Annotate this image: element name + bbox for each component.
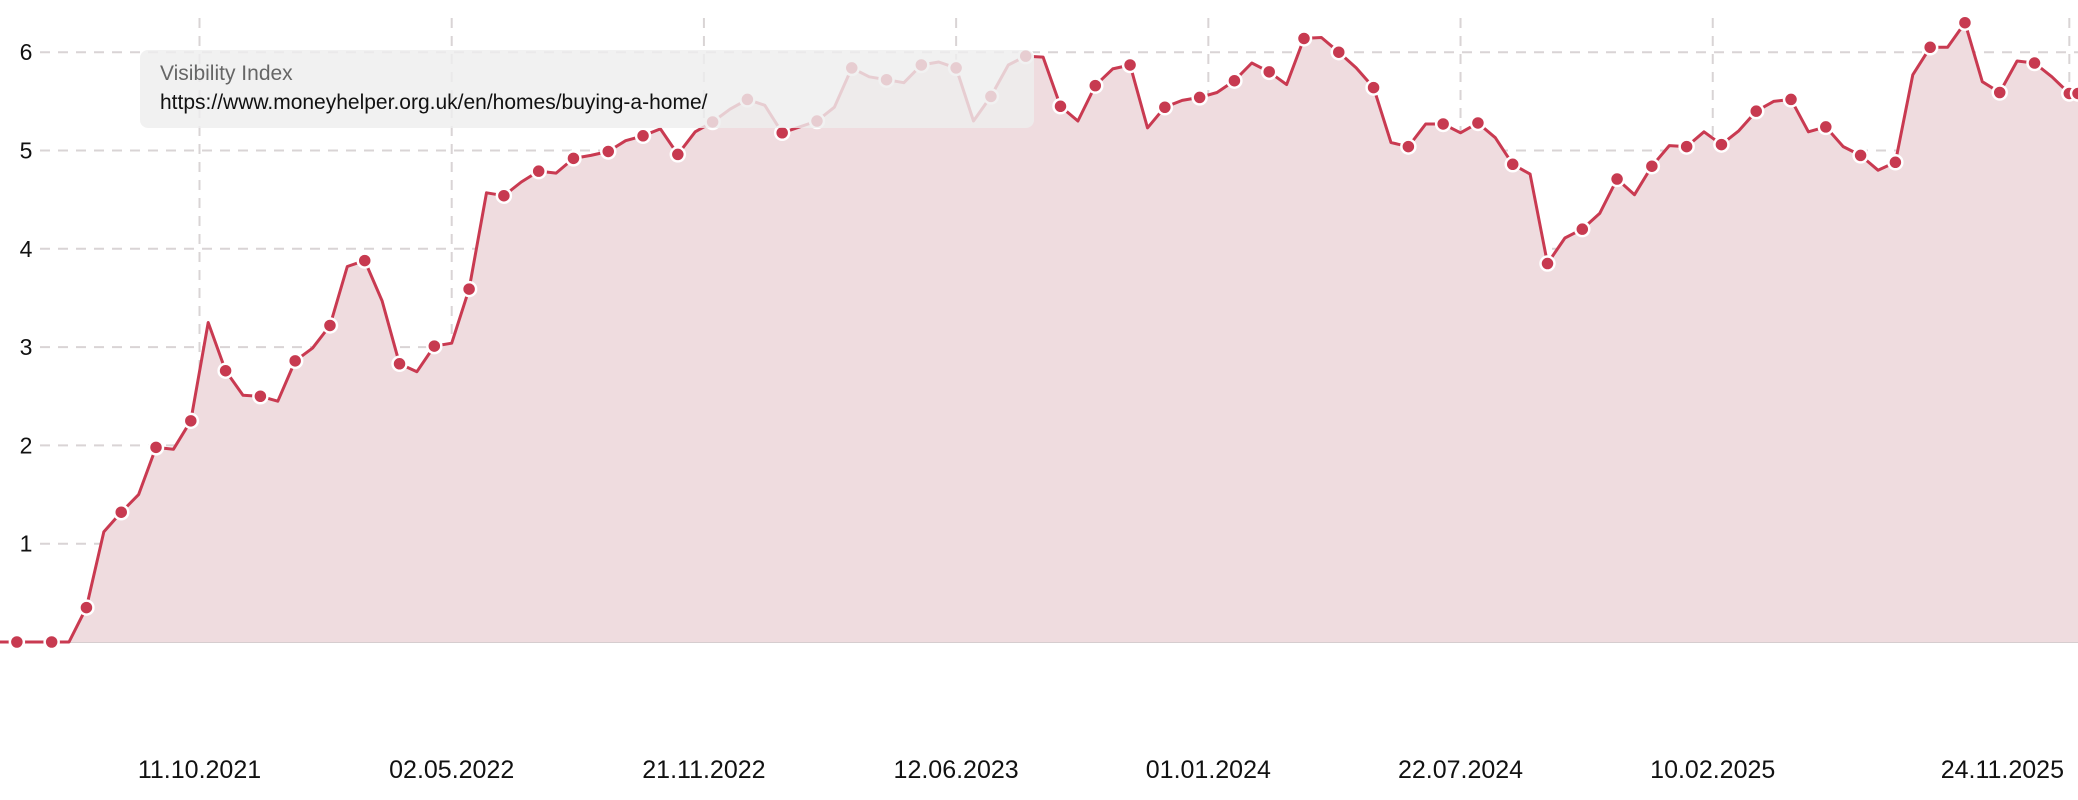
series-markers [8, 14, 2078, 651]
data-point-2021-09-06[interactable] [147, 439, 165, 456]
data-point-2024-11-25[interactable] [1608, 170, 1626, 188]
data-point-2024-09-30[interactable] [1539, 255, 1556, 272]
data-point-2021-11-01[interactable] [217, 362, 234, 379]
y-tick-label: 5 [20, 138, 33, 164]
tooltip-url: https://www.moneyhelper.org.uk/en/homes/… [160, 91, 708, 114]
data-point-2025-01-20[interactable] [1678, 138, 1695, 155]
data-point-2023-12-25[interactable] [1191, 89, 1208, 106]
x-tick-label: 01.01.2024 [1146, 756, 1271, 784]
data-point-2024-01-22[interactable] [1226, 72, 1243, 89]
x-tick-label: 02.05.2022 [389, 756, 514, 784]
y-axis: 1 2 3 4 5 6 [20, 39, 33, 557]
data-point-2025-05-12[interactable] [1817, 118, 1835, 136]
data-point-2021-06-14[interactable] [43, 633, 60, 651]
x-tick-label: 22.07.2024 [1398, 756, 1523, 784]
data-point-2023-10-02[interactable] [1087, 77, 1104, 94]
data-point-2021-05-17[interactable] [8, 633, 26, 651]
data-point-2022-07-11[interactable] [530, 162, 547, 180]
data-point-2024-08-05[interactable] [1469, 114, 1487, 132]
series-line [0, 21, 2078, 644]
data-point-2022-05-16[interactable] [460, 280, 478, 298]
data-point-2022-09-05[interactable] [599, 143, 617, 160]
data-point-2025-09-01[interactable] [1956, 14, 1974, 31]
x-tick-label: 21.11.2022 [642, 756, 765, 784]
data-point-2025-06-09[interactable] [1852, 147, 1869, 164]
data-point-2023-09-04[interactable] [1052, 98, 1069, 115]
data-point-2022-02-21[interactable] [356, 252, 373, 269]
data-point-2025-09-29[interactable] [1991, 84, 2008, 101]
data-point-2025-07-07[interactable] [1887, 154, 1904, 171]
data-point-2025-04-14[interactable] [1782, 91, 1800, 108]
data-point-2025-10-27[interactable] [2026, 54, 2043, 72]
x-tick-label: 11.10.2021 [138, 756, 261, 784]
data-point-2025-12-01[interactable] [2069, 85, 2078, 102]
data-point-2021-08-09[interactable] [112, 503, 130, 521]
data-point-2022-04-18[interactable] [426, 337, 443, 355]
x-tick-label: 24.11.2025 [1941, 756, 2064, 784]
x-tick-label: 12.06.2023 [894, 756, 1019, 784]
data-point-2024-06-10[interactable] [1400, 138, 1417, 155]
data-point-2022-08-08[interactable] [565, 150, 582, 167]
data-point-2024-09-02[interactable] [1504, 156, 1521, 173]
data-point-2021-11-29[interactable] [252, 388, 269, 405]
data-point-2025-02-17[interactable] [1713, 136, 1730, 153]
y-tick-label: 3 [20, 334, 33, 360]
series-area [0, 22, 2078, 642]
data-point-2022-10-03[interactable] [634, 127, 652, 145]
x-tick-label: 10.02.2025 [1650, 756, 1775, 784]
tooltip-title: Visibility Index [160, 62, 293, 85]
data-point-2022-06-13[interactable] [495, 187, 513, 204]
data-point-2024-05-13[interactable] [1365, 79, 1382, 96]
data-point-2021-07-12[interactable] [78, 599, 95, 616]
data-point-2023-11-27[interactable] [1156, 98, 1174, 116]
data-point-2024-03-18[interactable] [1295, 30, 1313, 47]
y-tick-label: 4 [20, 236, 33, 262]
data-point-2022-03-21[interactable] [391, 355, 408, 373]
data-point-2022-01-24[interactable] [321, 317, 339, 334]
data-point-2024-02-19[interactable] [1260, 63, 1278, 81]
y-tick-label: 1 [20, 531, 33, 557]
y-tick-label: 2 [20, 432, 33, 458]
data-point-2024-10-28[interactable] [1574, 220, 1591, 238]
x-axis: 11.10.2021 02.05.2022 21.11.2022 12.06.2023… [138, 756, 2064, 784]
tooltip: Visibility Index https://www.moneyhelper… [140, 50, 1034, 128]
data-point-2024-04-15[interactable] [1330, 43, 1348, 61]
data-point-2024-12-23[interactable] [1643, 157, 1661, 175]
y-tick-label: 6 [20, 39, 33, 65]
data-point-2023-10-30[interactable] [1121, 56, 1139, 74]
data-point-2021-12-27[interactable] [286, 352, 304, 370]
data-point-2021-10-04[interactable] [182, 412, 200, 430]
data-point-2025-03-17[interactable] [1747, 102, 1765, 120]
data-point-2024-07-08[interactable] [1434, 115, 1452, 133]
data-point-2022-10-31[interactable] [669, 146, 687, 163]
data-point-2025-08-04[interactable] [1921, 39, 1939, 56]
